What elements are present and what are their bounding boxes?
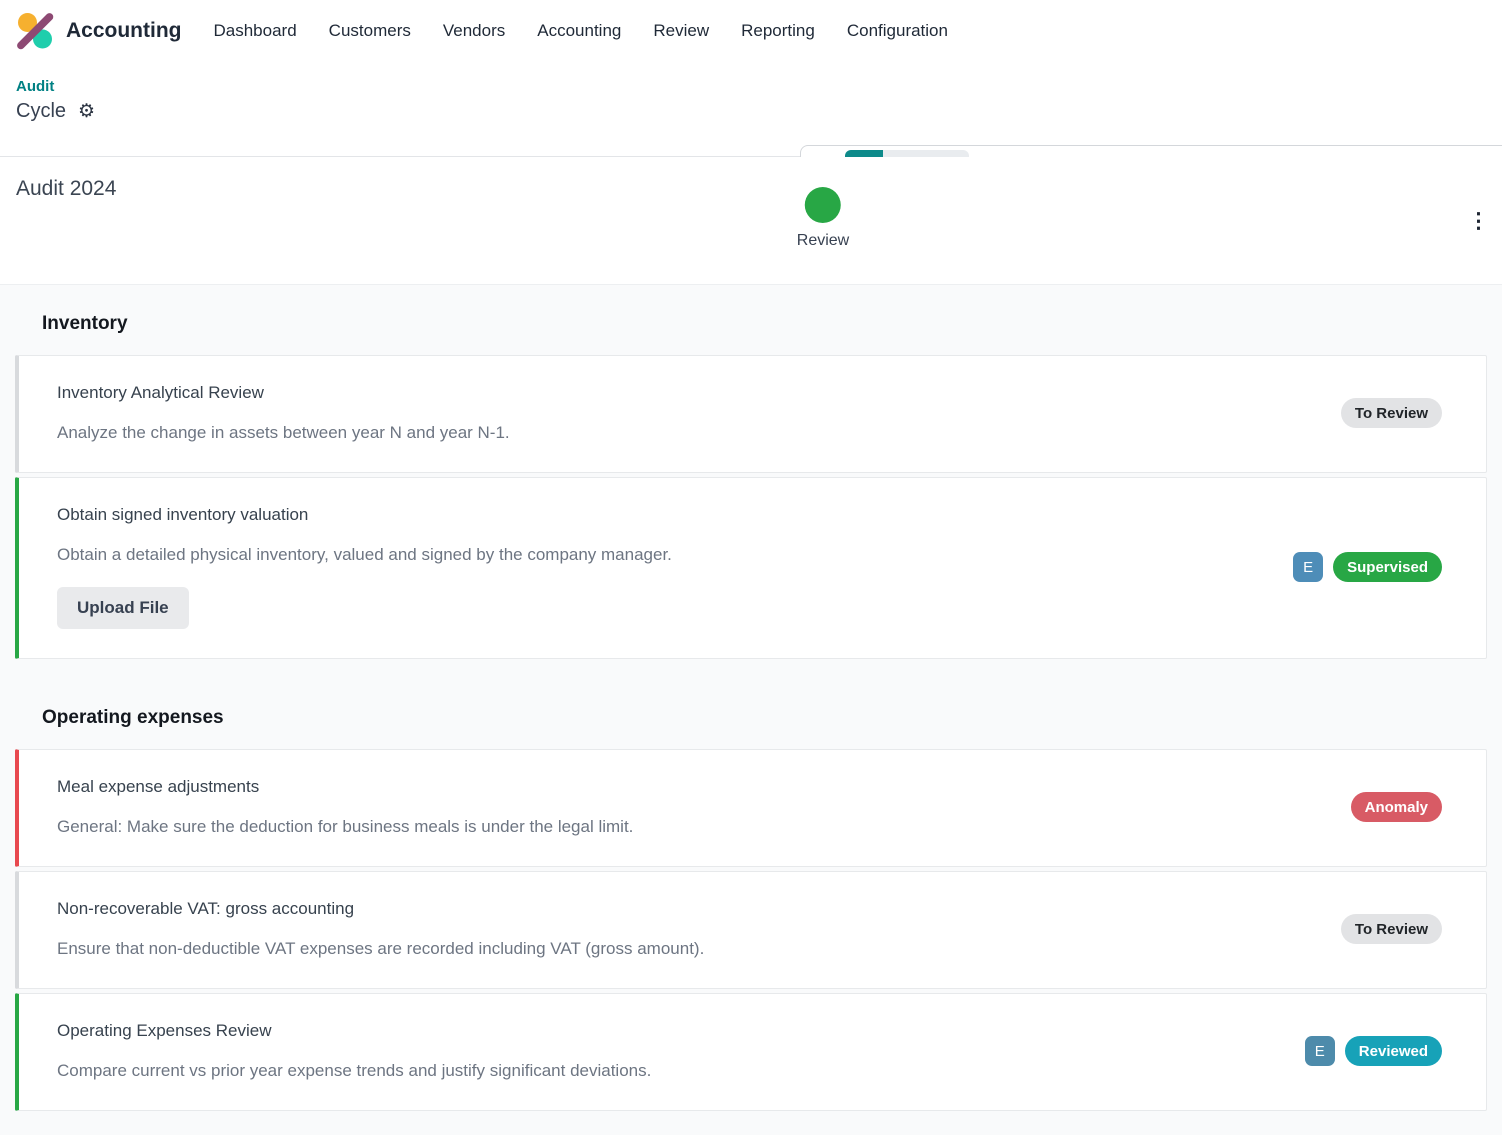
breadcrumb: Cycle ⚙ [16, 100, 1486, 123]
nav-menu: Dashboard Customers Vendors Accounting R… [198, 21, 964, 41]
nav-menu-item[interactable]: Accounting [537, 21, 622, 40]
status-dot[interactable] [805, 187, 841, 223]
task-description: Compare current vs prior year expense tr… [57, 1061, 652, 1080]
avatar[interactable]: E [1293, 552, 1324, 582]
task-main: Meal expense adjustments General: Make s… [57, 777, 1351, 837]
nav-menu-item[interactable]: Dashboard [213, 21, 297, 40]
kebab-menu-icon[interactable]: ⋮ [1468, 209, 1489, 232]
nav-menu-item[interactable]: Review [653, 21, 710, 40]
task-card[interactable]: Non-recoverable VAT: gross accounting En… [15, 871, 1487, 989]
task-card[interactable]: Obtain signed inventory valuation Obtain… [15, 477, 1487, 659]
breadcrumb-current: Cycle [16, 100, 67, 122]
task-description: General: Make sure the deduction for bus… [57, 817, 634, 836]
control-panel: Audit Cycle ⚙ Cycle × [0, 62, 1502, 189]
record-title: Audit 2024 [16, 177, 117, 200]
task-main: Inventory Analytical Review Analyze the … [57, 383, 1341, 443]
task-card[interactable]: Operating Expenses Review Compare curren… [15, 993, 1487, 1111]
task-list: Inventory Analytical Review Analyze the … [15, 355, 1487, 659]
task-side: To Review [1340, 914, 1442, 944]
task-card[interactable]: Meal expense adjustments General: Make s… [15, 749, 1487, 867]
nav-menu-item[interactable]: Configuration [846, 21, 948, 40]
task-section: Inventory Inventory Analytical Review An… [15, 313, 1487, 659]
nav-menu-item[interactable]: Reporting [741, 21, 815, 40]
task-side: Anomaly [1350, 792, 1442, 822]
task-title: Meal expense adjustments [57, 777, 260, 796]
status-badge[interactable]: To Review [1340, 398, 1442, 428]
task-main: Obtain signed inventory valuation Obtain… [57, 505, 1293, 629]
task-title: Non-recoverable VAT: gross accounting [57, 899, 355, 918]
upload-file-button[interactable]: Upload File [57, 587, 189, 629]
app-name[interactable]: Accounting [66, 19, 182, 42]
task-main: Non-recoverable VAT: gross accounting En… [57, 899, 1341, 959]
task-description: Analyze the change in assets between yea… [57, 423, 510, 442]
status-badge[interactable]: Anomaly [1350, 792, 1442, 822]
task-action: Upload File [57, 587, 1293, 629]
status-step-label: Review [796, 232, 850, 249]
task-side: To Review [1340, 398, 1442, 428]
gear-icon[interactable]: ⚙ [78, 101, 96, 122]
task-title: Operating Expenses Review [57, 1021, 272, 1040]
record-header: Audit 2024 Review ⋮ [0, 157, 1502, 285]
status-badge[interactable]: Supervised [1333, 552, 1442, 582]
task-side: E Supervised [1293, 552, 1442, 582]
status-badge[interactable]: To Review [1340, 914, 1442, 944]
task-list: Meal expense adjustments General: Make s… [15, 749, 1487, 1111]
status-step-review[interactable]: Review [797, 187, 849, 250]
app-logo-icon[interactable] [14, 10, 56, 52]
task-title: Obtain signed inventory valuation [57, 505, 309, 524]
task-card[interactable]: Inventory Analytical Review Analyze the … [15, 355, 1487, 473]
nav-menu-item[interactable]: Vendors [442, 21, 506, 40]
task-title: Inventory Analytical Review [57, 383, 264, 402]
task-main: Operating Expenses Review Compare curren… [57, 1021, 1305, 1081]
avatar[interactable]: E [1304, 1036, 1335, 1066]
nav-menu-item[interactable]: Customers [328, 21, 411, 40]
status-badge[interactable]: Reviewed [1344, 1036, 1442, 1066]
task-sections: Inventory Inventory Analytical Review An… [0, 285, 1502, 1111]
top-navbar: Accounting Dashboard Customers Vendors A… [0, 0, 1502, 62]
task-section: Operating expenses Meal expense adjustme… [15, 707, 1487, 1111]
section-title: Operating expenses [42, 707, 224, 728]
task-description: Obtain a detailed physical inventory, va… [57, 545, 672, 564]
task-description: Ensure that non-deductible VAT expenses … [57, 939, 705, 958]
section-title: Inventory [42, 313, 128, 334]
task-side: E Reviewed [1304, 1036, 1442, 1066]
breadcrumb-parent-link[interactable]: Audit [16, 78, 55, 95]
